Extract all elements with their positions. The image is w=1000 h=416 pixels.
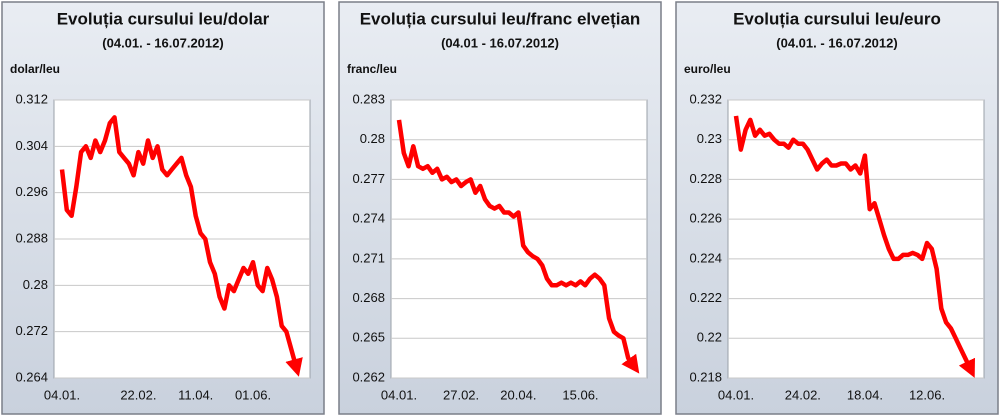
y-tick-label: 0.265 <box>352 330 385 345</box>
y-tick-label: 0.222 <box>689 290 722 305</box>
y-tick-label: 0.218 <box>689 369 722 384</box>
y-tick-label: 0.277 <box>352 171 385 186</box>
x-tick-label: 27.02. <box>443 387 479 402</box>
y-tick-label: 0.226 <box>689 211 722 226</box>
y-tick-label: 0.283 <box>352 91 385 106</box>
data-line <box>396 119 640 374</box>
x-tick-label: 18.04. <box>847 387 883 402</box>
y-tick-label: 0.272 <box>15 323 48 338</box>
x-tick-label: 04.01. <box>44 387 80 402</box>
y-tick-label: 0.28 <box>360 131 385 146</box>
plot-area <box>390 99 648 379</box>
x-tick-label: 04.01. <box>381 387 417 402</box>
chart-panel: Evoluția cursului leu/euro (04.01. - 16.0… <box>675 1 999 415</box>
y-axis-label: dolar/leu <box>10 62 60 76</box>
data-line <box>733 115 975 378</box>
y-tick-label: 0.304 <box>15 138 48 153</box>
y-tick-label: 0.274 <box>352 211 385 226</box>
chart-subtitle: (04.01. - 16.07.2012) <box>776 35 897 50</box>
y-tick-label: 0.23 <box>697 131 722 146</box>
x-tick-label: 11.04. <box>178 387 213 402</box>
y-axis-label: franc/leu <box>347 62 397 76</box>
chart-subtitle: (04.01 - 16.07.2012) <box>441 35 559 50</box>
chart-subtitle: (04.01. - 16.07.2012) <box>102 35 223 50</box>
y-tick-label: 0.271 <box>352 250 385 265</box>
y-tick-label: 0.232 <box>689 91 722 106</box>
y-tick-label: 0.22 <box>697 330 722 345</box>
y-tick-label: 0.228 <box>689 171 722 186</box>
chart-panel: Evoluția cursului leu/franc elvețian (04.… <box>338 1 662 415</box>
chart-title: Evoluția cursului leu/franc elvețian <box>360 9 641 28</box>
y-tick-label: 0.262 <box>352 369 385 384</box>
data-line <box>59 115 303 377</box>
x-tick-label: 15.06. <box>562 387 598 402</box>
chart-panel: Evoluția cursului leu/dolar (04.01. - 16.… <box>1 1 325 415</box>
x-tick-label: 01.06. <box>235 387 271 402</box>
x-tick-label: 12.06. <box>909 387 945 402</box>
y-tick-label: 0.264 <box>15 369 48 384</box>
x-tick-label: 22.02. <box>120 387 156 402</box>
y-tick-label: 0.28 <box>23 277 48 292</box>
y-axis-label: euro/leu <box>684 62 731 76</box>
y-tick-label: 0.296 <box>15 184 48 199</box>
chart-title: Evoluția cursului leu/euro <box>733 9 941 28</box>
y-tick-label: 0.288 <box>15 230 48 245</box>
y-tick-label: 0.268 <box>352 290 385 305</box>
x-tick-label: 20.04. <box>500 387 536 402</box>
x-tick-label: 04.01. <box>718 387 754 402</box>
y-tick-label: 0.312 <box>15 91 48 106</box>
chart-title: Evoluția cursului leu/dolar <box>57 9 270 28</box>
plot-area <box>727 99 985 379</box>
x-tick-label: 24.02. <box>785 387 821 402</box>
y-tick-label: 0.224 <box>689 250 722 265</box>
